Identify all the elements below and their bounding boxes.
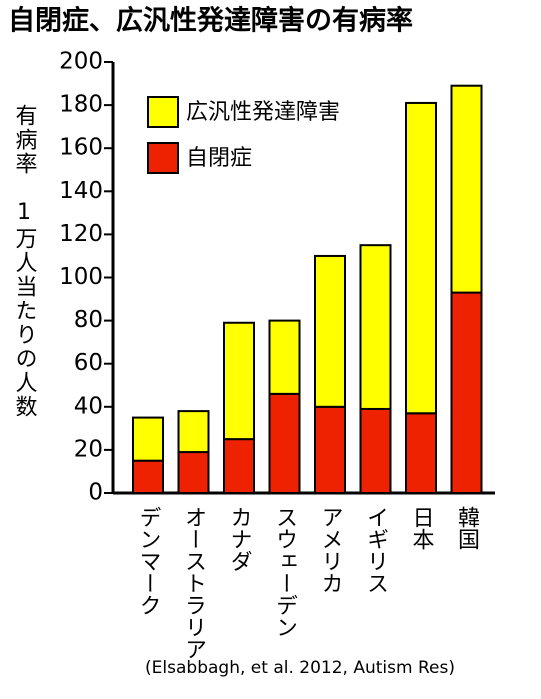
legend-swatch xyxy=(147,142,179,174)
bar-segment xyxy=(132,459,164,494)
bar-segment xyxy=(359,407,392,494)
legend-swatch xyxy=(147,96,179,128)
bar-segment xyxy=(359,244,392,410)
bar-segment xyxy=(450,84,483,294)
y-tick-label: 60 xyxy=(74,350,103,376)
bar-segment xyxy=(268,392,301,494)
bar-segment xyxy=(268,319,301,395)
bar-segment xyxy=(405,101,437,415)
y-tick-label: 80 xyxy=(74,307,103,333)
bar-segment xyxy=(314,405,346,494)
bar-segment xyxy=(132,416,164,462)
y-tick-label: 100 xyxy=(59,264,103,290)
bar-segment xyxy=(223,438,255,494)
bar-segment xyxy=(314,254,346,408)
y-tick-label: 40 xyxy=(74,393,103,419)
x-tick-label: 日本 xyxy=(409,506,435,550)
y-tick-label: 120 xyxy=(59,221,103,247)
y-tick-label: 160 xyxy=(59,135,103,161)
x-tick-label: カナダ xyxy=(227,506,252,572)
bar-segment xyxy=(405,412,437,495)
chart-title: 自閉症、広汎性発達障害の有病率 xyxy=(8,5,413,37)
bar-segment xyxy=(177,410,210,454)
x-tick-label: オーストラリア xyxy=(181,506,206,660)
bar-segment xyxy=(177,451,210,494)
y-tick-label: 180 xyxy=(59,92,103,118)
x-tick-label: スウェーデン xyxy=(272,506,297,638)
bar-segment xyxy=(450,291,483,494)
x-tick-label: 韓国 xyxy=(454,506,480,550)
legend-label: 自閉症 xyxy=(186,146,252,171)
y-tick-label: 0 xyxy=(88,480,103,506)
legend-label: 広汎性発達障害 xyxy=(186,100,340,125)
x-tick-label: デンマーク xyxy=(136,506,161,616)
y-tick-label: 20 xyxy=(74,436,103,462)
x-tick-label: イギリス xyxy=(363,506,388,594)
y-axis-label: 有病率 1万人当たりの人数 xyxy=(12,104,38,419)
y-tick-label: 200 xyxy=(59,49,103,75)
source-note: (Elsabbagh, et al. 2012, Autism Res) xyxy=(145,658,455,678)
x-tick-label: アメリカ xyxy=(318,506,343,594)
y-tick-label: 140 xyxy=(59,178,103,204)
bar-segment xyxy=(223,321,255,441)
